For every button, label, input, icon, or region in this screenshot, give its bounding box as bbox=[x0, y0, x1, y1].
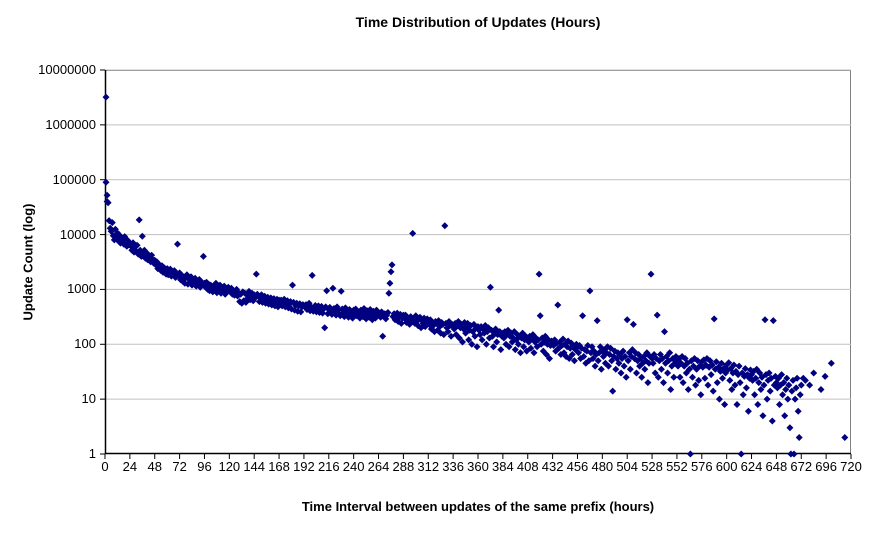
y-tick-label: 1000 bbox=[67, 281, 96, 297]
x-tick-label: 432 bbox=[541, 459, 564, 474]
x-tick-label: 72 bbox=[172, 459, 187, 474]
x-tick-label: 408 bbox=[516, 459, 539, 474]
x-tick-label: 360 bbox=[467, 459, 489, 474]
x-tick-label: 456 bbox=[566, 459, 589, 474]
plot-border bbox=[105, 70, 851, 454]
x-tick-label: 624 bbox=[740, 459, 763, 474]
y-tick-label: 100000 bbox=[52, 171, 96, 187]
chart-title: Time Distribution of Updates (Hours) bbox=[355, 14, 601, 30]
x-tick-label: 0 bbox=[101, 459, 109, 474]
x-tick-label: 144 bbox=[243, 459, 266, 474]
x-tick-label: 480 bbox=[591, 459, 614, 474]
x-tick-label: 576 bbox=[690, 459, 713, 474]
x-tick-label: 120 bbox=[218, 459, 241, 474]
x-tick-label: 552 bbox=[666, 459, 688, 474]
x-tick-label: 216 bbox=[317, 459, 340, 474]
x-tick-label: 336 bbox=[442, 459, 464, 474]
x-tick-label: 96 bbox=[197, 459, 212, 474]
x-tick-label: 264 bbox=[367, 459, 390, 474]
x-tick-label: 48 bbox=[147, 459, 162, 474]
x-tick-label: 312 bbox=[417, 459, 440, 474]
x-tick-label: 528 bbox=[641, 459, 663, 474]
y-tick-label: 1000000 bbox=[45, 116, 96, 132]
y-tick-label: 10 bbox=[81, 391, 96, 407]
x-tick-label: 288 bbox=[392, 459, 415, 474]
x-tick-label: 240 bbox=[342, 459, 365, 474]
x-tick-label: 384 bbox=[492, 459, 514, 474]
x-tick-label: 504 bbox=[616, 459, 639, 474]
x-tick-label: 648 bbox=[765, 459, 788, 474]
y-tick-label: 10000 bbox=[59, 226, 96, 242]
x-tick-label: 168 bbox=[268, 459, 290, 474]
scatter-series[interactable] bbox=[102, 93, 849, 458]
x-tick-label: 24 bbox=[122, 459, 138, 474]
x-tick-label: 720 bbox=[840, 459, 862, 474]
x-axis-title: Time Interval between updates of the sam… bbox=[301, 499, 655, 514]
y-tick-label: 100 bbox=[74, 336, 96, 352]
x-tick-label: 672 bbox=[790, 459, 813, 474]
x-tick-label: 600 bbox=[715, 459, 738, 474]
x-tick-label: 192 bbox=[293, 459, 315, 474]
y-tick-label: 10000000 bbox=[38, 62, 96, 77]
y-tick-label: 1 bbox=[88, 446, 96, 461]
x-tick-label: 696 bbox=[815, 459, 837, 474]
